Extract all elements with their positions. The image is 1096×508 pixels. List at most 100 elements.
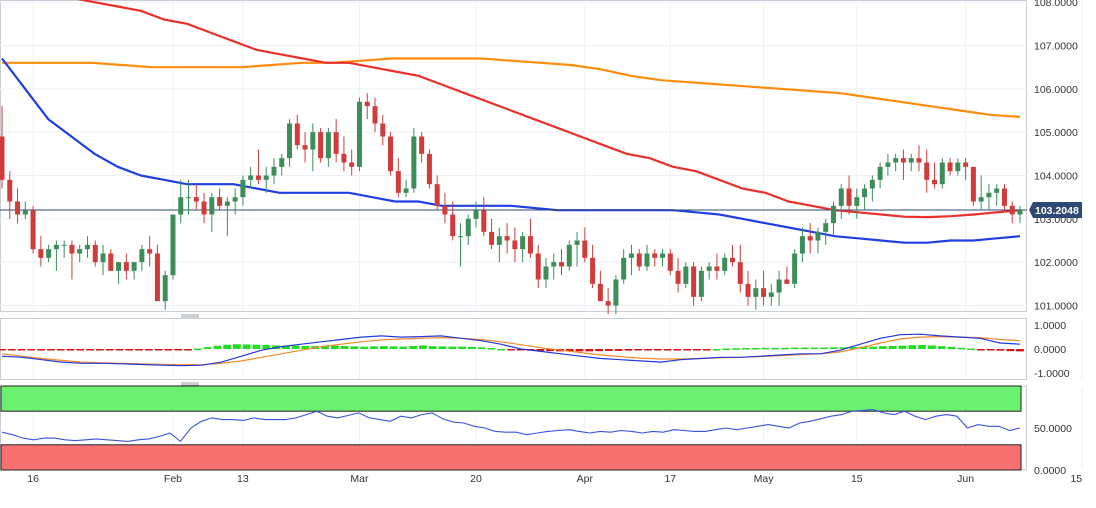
candle-body (652, 253, 658, 258)
candle-body (100, 253, 106, 263)
candle-body (450, 214, 456, 237)
macd-histogram-bar (379, 346, 388, 349)
candle-body (559, 262, 565, 267)
x-axis-tick-label: 16 (27, 473, 39, 485)
macd-histogram-bar (908, 345, 917, 349)
macd-histogram-bar (27, 349, 36, 351)
macd-line (1, 333, 1021, 367)
macd-axis-tick-label: 1.0000 (1034, 320, 1066, 332)
candle-body (776, 279, 782, 293)
macd-histogram-bar (693, 349, 701, 351)
candle-body (69, 244, 75, 254)
rsi-overbought-band (0, 385, 1022, 412)
macd-histogram-bar (712, 349, 721, 351)
macd-histogram-bar (321, 345, 329, 349)
candle-body (38, 249, 44, 258)
macd-histogram-bar (624, 349, 633, 351)
candle-body (217, 197, 223, 206)
candle-body (325, 132, 331, 159)
candle-body (683, 266, 689, 284)
macd-histogram-bar (115, 349, 124, 351)
candle-body (613, 279, 619, 306)
candle-body (714, 266, 720, 271)
macd-histogram-bar (507, 349, 515, 351)
candle-body (916, 158, 922, 163)
macd-histogram-bar (673, 349, 682, 351)
macd-histogram-bar (839, 347, 848, 349)
macd-histogram-bar (683, 349, 692, 351)
candle-body (885, 162, 891, 167)
candle-body (84, 244, 90, 250)
candle-body (240, 179, 246, 198)
macd-histogram-bar (546, 349, 555, 352)
macd-histogram-bar (761, 347, 770, 350)
candle-body (263, 175, 269, 180)
candle-body (465, 218, 471, 237)
macd-histogram-bar (497, 349, 506, 351)
candle-body (729, 257, 735, 263)
candle-body (854, 197, 860, 206)
candle-body (621, 257, 627, 280)
candle-body (877, 166, 883, 180)
macd-histogram-bar (937, 346, 946, 349)
price-axis-tick-label: 104.0000 (1034, 171, 1078, 183)
macd-histogram-bar (477, 347, 486, 349)
macd-histogram-bar (976, 349, 985, 351)
macd-histogram-bar (174, 349, 183, 351)
macd-histogram-bar (722, 348, 731, 351)
macd-histogram-bar (771, 347, 780, 350)
macd-histogram-bar (996, 349, 1005, 351)
macd-histogram-bar (732, 348, 741, 350)
candle-body (862, 188, 868, 198)
price-axis-tick-label: 102.0000 (1034, 257, 1078, 269)
macd-line (1, 335, 1021, 366)
candle-body (442, 205, 448, 215)
candle-body (605, 301, 611, 306)
macd-panel-handle[interactable] (181, 314, 199, 318)
candle-body (823, 223, 829, 232)
macd-histogram-bar (95, 349, 104, 351)
macd-histogram-bar (918, 344, 927, 349)
candle-body (287, 123, 293, 159)
x-axis-tick-label: Apr (577, 473, 594, 485)
candle-body (426, 153, 432, 185)
candle-body (154, 253, 160, 302)
x-axis-tick-label: 15 (851, 473, 863, 485)
candle-body (22, 210, 28, 215)
macd-histogram-bar (47, 349, 55, 351)
price-axis-tick-label: 107.0000 (1034, 41, 1078, 53)
macd-histogram-bar (820, 347, 829, 350)
candle-body (869, 179, 875, 189)
candle-body (178, 197, 184, 215)
candle-body (147, 249, 153, 254)
macd-histogram-bar (957, 347, 966, 350)
macd-histogram-bar (105, 349, 114, 351)
candle-body (737, 262, 743, 284)
candle-body (53, 244, 59, 250)
macd-histogram-bar (203, 347, 212, 349)
candle-body (636, 253, 642, 267)
candle-body (970, 166, 976, 202)
candle-body (30, 210, 36, 250)
candle-body (691, 266, 697, 297)
candle-body (318, 132, 324, 159)
macd-histogram-bar (634, 349, 643, 351)
candle-body (61, 244, 67, 246)
candle-body (1001, 188, 1007, 206)
macd-histogram-bar (751, 348, 760, 350)
macd-histogram-bar (399, 346, 408, 349)
candle-body (248, 175, 254, 180)
candle-body (722, 257, 728, 271)
candle-body (341, 153, 347, 163)
macd-histogram-bar (360, 346, 369, 349)
candle-body (706, 266, 712, 271)
candle-body (551, 262, 557, 267)
macd-histogram-bar (565, 349, 574, 352)
candle-body (908, 158, 914, 163)
macd-histogram-bar (135, 349, 143, 351)
moving-average-line (1, 57, 1021, 244)
candle-body (333, 132, 339, 154)
macd-histogram-bar (242, 344, 251, 349)
rsi-panel-handle[interactable] (181, 382, 199, 386)
